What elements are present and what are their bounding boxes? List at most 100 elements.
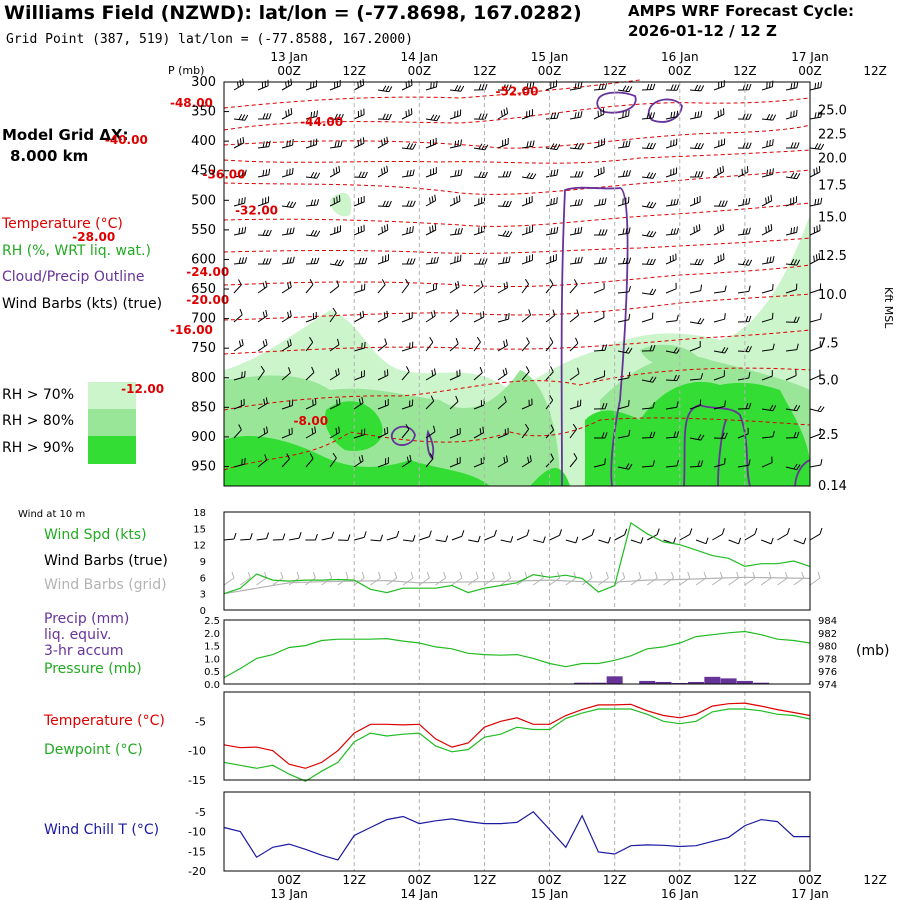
grid-wind-barb: [288, 571, 300, 586]
pressure-tick-label: 650: [191, 282, 216, 297]
wind-barb: [713, 370, 725, 381]
wind-speed-tick: 9: [200, 557, 206, 568]
wind-barb: [665, 401, 679, 410]
wind-barb: [569, 423, 578, 439]
wind-barb: [641, 460, 655, 468]
kft-tick-label: 7.5: [818, 336, 839, 351]
top-time-label: 12Z: [342, 64, 366, 78]
wind-barb: [329, 280, 340, 294]
wind-barb: [521, 140, 535, 149]
cross-section-frame: [223, 81, 811, 487]
temperature-contour-3: [223, 149, 811, 164]
wind-barb: [353, 137, 365, 149]
wind-barb: [449, 195, 461, 207]
true-wind-barb: [337, 534, 351, 541]
wind-barb: [449, 456, 461, 468]
wind-barb: [809, 341, 821, 352]
precip-bar: [590, 682, 607, 684]
windchill-tick: -15: [188, 845, 206, 858]
wind-barb: [353, 283, 366, 294]
kft-tick-label: 10.0: [818, 288, 847, 303]
precip-bar: [720, 678, 737, 684]
wind-barb: [569, 256, 583, 265]
precip-tick: 2.5: [204, 616, 220, 627]
wind-barb: [761, 80, 774, 91]
top-time-label: 00Z: [668, 64, 692, 78]
cloud-outline-1: [596, 91, 637, 114]
pressure-tick-label: 350: [191, 105, 216, 120]
wind-barb: [593, 403, 608, 410]
wind-barb: [377, 279, 386, 294]
true-wind-barb: [419, 530, 432, 541]
pressure-tick: 980: [818, 642, 837, 653]
wind-barb: [497, 171, 512, 178]
wind-barb: [737, 258, 753, 266]
wind-barb: [521, 337, 530, 352]
wind-barb: [257, 280, 268, 294]
grid-wind-barb: [419, 571, 430, 586]
wind-barb: [281, 367, 291, 381]
true-wind-barb: [305, 533, 318, 541]
wind-barb: [569, 111, 583, 120]
wind-barb: [377, 85, 393, 93]
wind-barb: [377, 369, 389, 381]
bottom-time-label: 12Z: [473, 873, 497, 887]
true-wind-barb: [598, 536, 611, 544]
wind-barb: [809, 197, 823, 207]
wind-barb: [545, 112, 560, 120]
wind-barb: [569, 82, 583, 91]
wind-barb: [449, 139, 462, 149]
wind-barb: [257, 196, 270, 207]
wind-barb: [569, 198, 583, 207]
wind-barb: [545, 143, 561, 151]
wind-barb: [713, 200, 728, 207]
wind-barb: [594, 432, 608, 439]
wind-barb: [233, 424, 242, 439]
wind-barb: [233, 114, 249, 121]
wind-barb: [281, 339, 292, 352]
pressure-tick-label: 550: [191, 223, 216, 238]
wind-barb: [689, 460, 704, 468]
rh80-region-2: [640, 344, 700, 367]
wind-barb: [689, 142, 704, 150]
wind-barb: [641, 431, 656, 439]
true-barbs-row: [223, 527, 823, 545]
wind-barb: [545, 337, 554, 352]
true-wind-barb: [581, 528, 595, 541]
wind-barb: [449, 109, 462, 120]
wind-barb: [785, 226, 798, 236]
wind-barb: [617, 463, 633, 470]
wind-barb: [521, 423, 530, 439]
wind-barb: [377, 457, 389, 468]
legend-precip-accum: 3-hr accum: [44, 643, 124, 659]
wind-barb: [281, 399, 294, 410]
wind-barb: [521, 254, 533, 265]
wind-barb: [521, 278, 530, 294]
precip-bar: [671, 682, 688, 684]
pressure-tick-label: 800: [191, 371, 216, 386]
wind-barb: [689, 317, 705, 325]
wind-barb: [809, 283, 822, 294]
wind-barb: [377, 254, 389, 265]
precip-bar: [655, 681, 672, 684]
wind-barb: [761, 168, 774, 178]
temperature-contour-4: [223, 169, 811, 195]
true-wind-barb: [223, 532, 237, 541]
wind-barb: [641, 258, 656, 265]
true-wind-barb: [565, 536, 579, 544]
precip-tick: 0.0: [204, 680, 220, 691]
true-wind-barb: [451, 530, 465, 541]
top-date-label: 15 Jan: [531, 50, 569, 64]
cloud-outline-0: [560, 186, 629, 487]
wind-barb: [713, 432, 728, 439]
wind-barb: [761, 430, 775, 439]
wind-barb: [401, 226, 414, 236]
wind-barb: [593, 257, 608, 265]
wind-barb: [617, 285, 631, 294]
wind-barb: [257, 79, 269, 91]
wind-barb: [665, 282, 677, 294]
wind-barb: [233, 308, 243, 323]
wind-barb: [761, 343, 775, 352]
true-wind-barb: [468, 535, 481, 543]
